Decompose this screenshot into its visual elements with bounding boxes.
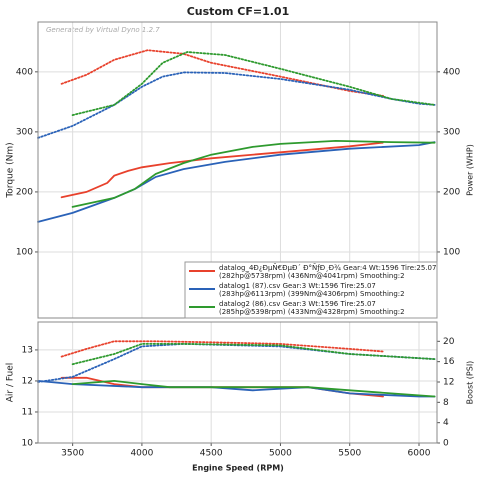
y2-axis-label: Power (WHP) [466, 144, 475, 196]
y2-axis-label: Boost (PSI) [466, 361, 475, 405]
y-tick-label: 400 [16, 67, 33, 77]
y2-tick-label: 20 [443, 337, 455, 347]
y-tick-label: 200 [16, 187, 33, 197]
y2-tick-label: 8 [443, 398, 449, 408]
plot-frame [37, 321, 438, 444]
x-tick-label: 4000 [130, 449, 153, 459]
series-line [37, 141, 436, 223]
x-axis-label: Engine Speed (RPM) [192, 464, 284, 473]
legend-label: datalog1 (87).csv Gear:3 Wt:1596 Tire:25… [219, 282, 376, 290]
legend-box [184, 261, 438, 319]
y-tick-label: 100 [16, 247, 33, 257]
y-tick-label: 10 [22, 439, 34, 449]
y2-tick-label: 100 [443, 247, 460, 257]
legend-label: (283hp@6113rpm) (399Nm@4306rpm) Smoothin… [219, 290, 405, 298]
watermark: Generated by Virtual Dyno 1.2.7 [46, 26, 160, 34]
series-line [37, 380, 436, 398]
y-tick-label: 12 [22, 376, 33, 386]
x-tick-label: 4500 [200, 449, 223, 459]
y-axis-label: Torque (Nm) [6, 142, 16, 198]
x-tick-label: 5500 [338, 449, 361, 459]
y2-tick-label: 400 [443, 67, 460, 77]
series-line [71, 343, 436, 366]
legend-label: datalog_4Ð¿ÐµÑ€ÐµÐ´ Ð°ÑƒÐ¸Ð¾ Gear:4 Wt:1… [219, 263, 436, 272]
x-tick-label: 5000 [269, 449, 292, 459]
series-line [60, 340, 384, 358]
series-line [71, 379, 436, 398]
x-tick-label: 6000 [408, 449, 431, 459]
y-tick-label: 13 [22, 345, 33, 355]
legend-label: datalog2 (86).csv Gear:3 Wt:1596 Tire:25… [219, 300, 376, 308]
series-line [71, 139, 436, 208]
y2-tick-label: 0 [443, 439, 449, 449]
y2-tick-label: 12 [443, 377, 454, 387]
y-tick-label: 11 [22, 407, 33, 417]
series-line [71, 51, 436, 116]
y2-tick-label: 300 [443, 127, 460, 137]
y-tick-label: 300 [16, 127, 33, 137]
legend-label: (285hp@5398rpm) (433Nm@4328rpm) Smoothin… [219, 308, 405, 316]
x-tick-label: 3500 [61, 449, 84, 459]
y2-tick-label: 4 [443, 418, 449, 428]
y-axis-label: Air / Fuel [6, 363, 16, 403]
series-line [60, 141, 384, 199]
y2-tick-label: 16 [443, 357, 455, 367]
legend-label: (282hp@5738rpm) (436Nm@4041rpm) Smoothin… [219, 272, 405, 280]
y2-tick-label: 200 [443, 187, 460, 197]
chart-title: Custom CF=1.01 [187, 5, 290, 18]
